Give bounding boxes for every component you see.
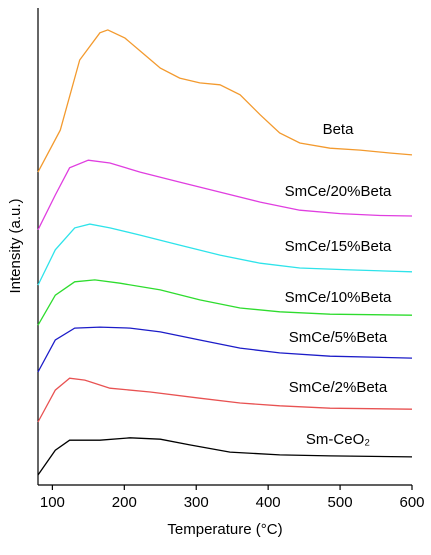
- series-label: SmCe/5%Beta: [289, 329, 388, 346]
- series-line: [37, 279, 413, 326]
- series-label: SmCe/2%Beta: [289, 379, 388, 396]
- series-line: [37, 437, 413, 476]
- x-tick-label: 300: [184, 494, 209, 511]
- x-tick-label: 400: [256, 494, 281, 511]
- x-tick-label: 100: [40, 494, 65, 511]
- series-label: Beta: [323, 121, 355, 138]
- x-tick-label: 200: [112, 494, 137, 511]
- series-line: [37, 326, 413, 373]
- series-label: SmCe/10%Beta: [285, 289, 392, 306]
- series-label: SmCe/20%Beta: [285, 183, 392, 200]
- x-axis-label: Temperature (°C): [167, 521, 282, 538]
- series-line: [37, 377, 413, 423]
- series-line: [37, 29, 413, 173]
- series-line: [37, 159, 413, 231]
- series-line: [37, 223, 413, 286]
- series-label: Sm-CeO₂: [306, 431, 370, 448]
- y-axis-label: Intensity (a.u.): [7, 198, 24, 293]
- x-tick-label: 600: [399, 494, 424, 511]
- series-label: SmCe/15%Beta: [285, 238, 392, 255]
- x-tick-label: 500: [328, 494, 353, 511]
